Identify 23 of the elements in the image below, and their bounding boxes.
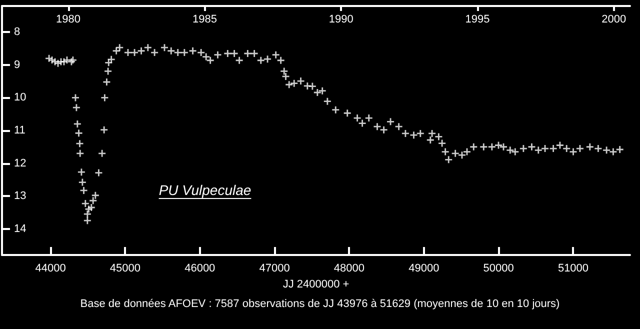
x2-tick-label: 1995 bbox=[465, 14, 490, 26]
text: PU Vulpeculae bbox=[158, 182, 252, 198]
y-tick-label: 8 bbox=[14, 26, 20, 38]
x-tick-label: 47000 bbox=[259, 262, 290, 274]
y-tick-label: 11 bbox=[14, 124, 26, 136]
x-tick-label: 46000 bbox=[184, 262, 216, 274]
x2-tick-label: 1985 bbox=[192, 14, 217, 26]
x2-tick-label: 1990 bbox=[328, 14, 354, 26]
x-tick-label: 49000 bbox=[408, 262, 440, 274]
y-tick-label: 14 bbox=[14, 222, 26, 235]
y-tick-label: 10 bbox=[14, 92, 26, 104]
y-tick-label: 13 bbox=[14, 190, 26, 202]
x-tick-label: 48000 bbox=[334, 262, 365, 274]
y-tick-label: 12 bbox=[14, 157, 26, 170]
x2-tick-label: 1980 bbox=[56, 14, 81, 26]
text: Base de données AFOEV : 7587 observations de JJ 43976 à 51629 (moyennes de 10 en 10 jours) bbox=[79, 298, 561, 310]
x-tick-label: 50000 bbox=[483, 262, 514, 274]
x-tick-label: 44000 bbox=[35, 262, 66, 274]
x-tick-label: 51000 bbox=[558, 262, 589, 274]
x-tick-label: 45000 bbox=[110, 262, 141, 274]
x-axis-title: JJ 2400000 + bbox=[282, 278, 350, 290]
x2-tick-label: 2000 bbox=[602, 14, 626, 26]
y-tick-label: 9 bbox=[14, 58, 20, 71]
